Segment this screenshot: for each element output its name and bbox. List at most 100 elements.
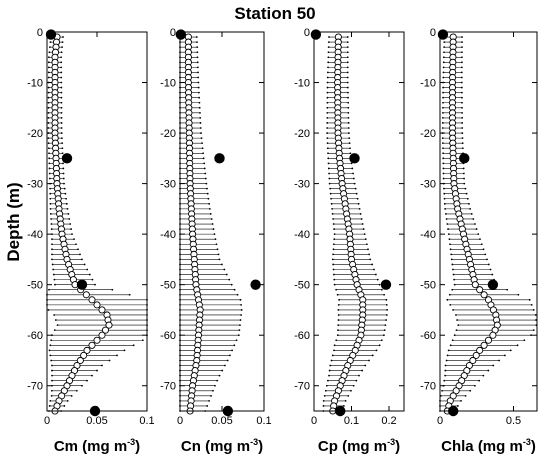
error-bar-cap — [60, 86, 63, 89]
error-bar-cap — [326, 76, 329, 79]
error-bar-cap — [94, 283, 96, 286]
error-bar-cap — [462, 172, 465, 175]
error-bar-cap — [50, 218, 52, 220]
error-bar-cap — [199, 117, 202, 119]
error-bar-cap — [465, 192, 468, 195]
error-bar-cap — [446, 298, 449, 301]
error-bar-cap — [330, 197, 333, 200]
error-bar-cap — [487, 263, 490, 266]
error-bar-cap — [48, 405, 51, 407]
error-bar-cap — [216, 248, 219, 251]
error-bar-cap — [346, 46, 349, 49]
error-bar-cap — [442, 76, 445, 79]
error-bar-cap — [77, 248, 79, 251]
error-bar-cap — [450, 258, 453, 261]
profile-point — [489, 331, 497, 339]
error-bar-cap — [50, 389, 53, 392]
error-bar-cap — [218, 374, 221, 377]
y-tick-label: 0 — [304, 27, 310, 39]
error-bar-cap — [326, 106, 329, 109]
error-bar-cap — [326, 142, 329, 145]
error-bar-cap — [460, 86, 463, 89]
error-bar-cap — [214, 384, 216, 387]
error-bar-cap — [50, 228, 53, 230]
error-bar-cap — [68, 218, 71, 220]
observed-point — [349, 153, 360, 164]
error-bar-cap — [61, 147, 64, 150]
error-bar-cap — [504, 354, 506, 357]
error-bar-cap — [469, 389, 472, 392]
error-bar-cap — [443, 197, 446, 200]
error-bar-cap — [64, 192, 67, 195]
error-bar-cap — [333, 278, 336, 281]
x-axis-label: Chla (mg m-3) — [441, 437, 536, 455]
panel-2: 0 -10 -20 -30 -40 -50 -60 -70 0 0.05 0.1 Cn (mg m-3… — [160, 27, 272, 455]
error-bar-cap — [378, 283, 381, 286]
error-bar-cap — [61, 41, 64, 44]
x-axis-label-text: Cp (mg m — [318, 438, 387, 455]
x-axis-label-text: ) — [135, 438, 140, 455]
error-bar-cap — [65, 202, 68, 205]
error-bar-cap — [60, 56, 63, 59]
error-bar-cap — [460, 81, 463, 84]
x-axis-label: Cm (mg m-3) — [54, 437, 140, 455]
error-bar-cap — [452, 268, 454, 271]
panel-3: 0 -10 -20 -30 -40 -50 -60 -70 0 0.1 0.2 Cp (mg m-3) — [294, 27, 405, 455]
error-bar-cap — [330, 359, 333, 362]
error-bar-cap — [443, 51, 445, 54]
error-bar-cap — [63, 405, 66, 407]
y-tick-label: -20 — [294, 128, 310, 140]
error-bar-cap — [56, 324, 59, 326]
y-tick-label: -30 — [27, 179, 43, 191]
error-bar-cap — [47, 91, 50, 94]
error-bar-cap — [461, 111, 463, 114]
error-bar-cap — [444, 374, 447, 377]
error-bar-cap — [442, 152, 444, 155]
error-bar-cap — [441, 117, 444, 119]
error-bar-cap — [461, 122, 464, 124]
error-bar-cap — [453, 334, 456, 337]
error-bar-cap — [60, 101, 63, 104]
error-bar-cap — [47, 96, 50, 99]
error-bar-cap — [327, 61, 330, 64]
error-bar-cap — [354, 187, 357, 190]
error-bar-cap — [449, 243, 451, 246]
error-bar-cap — [442, 111, 444, 114]
error-bar-cap — [48, 288, 50, 291]
error-bar-cap — [73, 238, 75, 241]
error-bar-cap — [61, 142, 64, 145]
error-bar-cap — [218, 258, 221, 261]
error-bar-cap — [532, 329, 535, 332]
error-bar-cap — [196, 56, 199, 59]
error-bar-cap — [380, 339, 383, 342]
error-bar-cap — [461, 106, 463, 109]
x-axis-label-superscript: -3 — [523, 437, 531, 447]
error-bar-cap — [215, 243, 218, 246]
error-bar-cap — [86, 268, 89, 271]
error-bar-cap — [455, 329, 458, 332]
error-bar-cap — [198, 91, 200, 94]
error-bar-cap — [332, 248, 335, 251]
error-bar-cap — [49, 187, 51, 190]
error-bar-cap — [211, 223, 214, 225]
error-bar-cap — [60, 106, 63, 109]
error-bar-cap — [335, 339, 338, 342]
error-bar-cap — [385, 298, 388, 301]
error-bar-cap — [327, 56, 330, 59]
error-bar-cap — [197, 86, 200, 89]
observed-point — [175, 29, 187, 40]
error-bar-cap — [462, 167, 465, 170]
error-bar-cap — [212, 228, 215, 230]
error-bar-cap — [86, 379, 88, 382]
error-bar-cap — [491, 273, 494, 276]
error-bar-cap — [443, 379, 446, 382]
error-bar-cap — [239, 298, 242, 301]
error-bar-cap — [441, 389, 443, 392]
error-bar-cap — [461, 96, 463, 99]
error-bar-cap — [236, 293, 239, 296]
profile-point — [469, 356, 477, 365]
y-tick-label: -30 — [420, 179, 436, 191]
error-bar-cap — [47, 61, 50, 64]
error-bar-cap — [47, 147, 50, 150]
error-bar-cap — [61, 152, 64, 155]
